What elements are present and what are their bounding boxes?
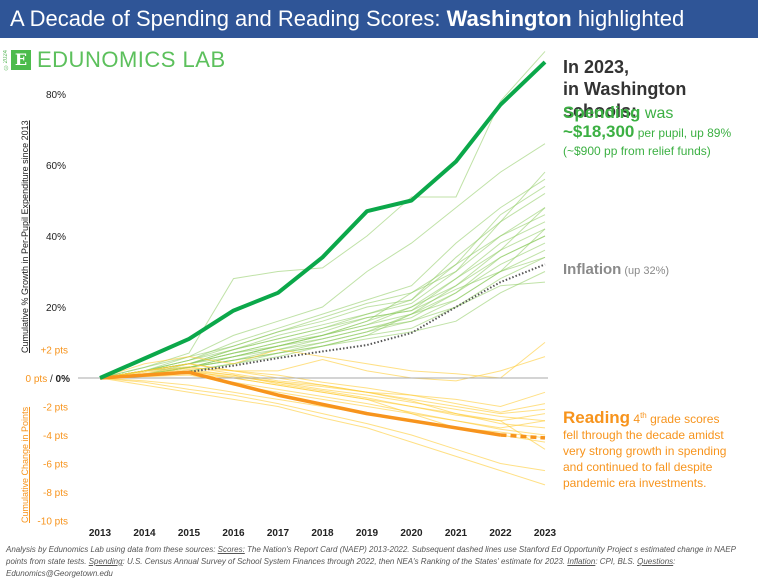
y-tick-reading: -10 pts	[37, 517, 68, 528]
other-state-reading-line	[99, 371, 546, 429]
reading-line1: grade scores	[646, 412, 720, 426]
y-tick-reading: -2 pts	[43, 403, 68, 414]
x-tick-label: 2020	[400, 528, 423, 539]
y-tick-reading: -4 pts	[43, 431, 68, 442]
y-tick-zero: 0 pts / 0%	[26, 374, 71, 385]
y-tick-reading: -6 pts	[43, 460, 68, 471]
reading-line2: fell through the decade amidst	[563, 428, 724, 442]
reading-line3: very strong growth in spending	[563, 444, 727, 458]
y-axis-label-spending: Cumulative % Growth in Per-Pupil Expendi…	[20, 120, 30, 353]
x-tick-label: 2014	[133, 528, 156, 539]
title-state: Washington	[446, 6, 572, 31]
spending-label: Spending	[563, 103, 641, 122]
headline-line2: in Washington schools:	[563, 79, 687, 121]
washington-reading-projected-line	[500, 433, 546, 440]
y-tick-spending: 40%	[46, 232, 66, 243]
other-state-reading-line	[99, 367, 546, 413]
x-tick-label: 2022	[489, 528, 512, 539]
footer-text: : Edunomics@Georgetown.edu	[6, 557, 676, 578]
reading-grade: 4	[630, 412, 641, 426]
annotation-reading: Reading 4th grade scores fell through th…	[563, 408, 758, 491]
title-suffix: highlighted	[571, 6, 685, 31]
other-state-reading-line	[99, 368, 546, 450]
spending-relief: (~$900 pp from relief funds)	[563, 144, 711, 158]
spending-was: was	[640, 105, 674, 122]
inflation-label: Inflation	[563, 261, 622, 278]
reading-label: Reading	[563, 408, 631, 427]
footer-text: Analysis by Edunomics Lab using data fro…	[6, 545, 218, 554]
other-state-spending-line	[99, 143, 546, 379]
footer-text: : CPI, BLS.	[595, 557, 638, 566]
other-state-spending-line	[99, 256, 546, 379]
footer-text: : U.S. Census Annual Survey of School Sy…	[122, 557, 568, 566]
title-prefix: A Decade of Spending and Reading Scores:	[10, 6, 447, 31]
inflation-detail: (up 32%)	[621, 265, 670, 277]
y-tick-spending: 20%	[46, 303, 66, 314]
x-tick-label: 2017	[267, 528, 290, 539]
other-state-spending-line	[99, 51, 546, 379]
headline-line1: In 2023,	[563, 57, 630, 77]
x-tick-label: 2016	[222, 528, 245, 539]
source-footnote: Analysis by Edunomics Lab using data fro…	[6, 544, 754, 580]
other-state-spending-line	[99, 192, 546, 379]
footer-scores-label: Scores:	[217, 545, 245, 554]
footer-inflation-label: Inflation	[567, 557, 596, 566]
other-state-spending-line	[99, 228, 546, 379]
x-tick-label: 2021	[445, 528, 468, 539]
y-tick-spending: 80%	[46, 90, 66, 101]
footer-text: The Nation's Report Card (NAEP) 2013-202…	[6, 545, 736, 566]
annotation-inflation: Inflation (up 32%)	[563, 261, 669, 278]
reading-sup: th	[640, 411, 647, 420]
other-state-reading-line	[99, 366, 546, 415]
y-tick-spending: 60%	[46, 161, 66, 172]
edunomics-logo: ©2024 E EDUNOMICS LAB	[3, 47, 226, 72]
x-tick-label: 2015	[178, 528, 201, 539]
reading-line4: and continued to fall despite	[563, 460, 713, 474]
logo-name: EDUNOMICS LAB	[37, 47, 226, 72]
spending-amount: ~$18,300	[563, 122, 635, 141]
title-bar: A Decade of Spending and Reading Scores:…	[0, 0, 758, 38]
logo-e-icon: E	[11, 50, 31, 70]
reading-line5: pandemic era investments.	[563, 476, 707, 490]
other-state-spending-line	[99, 228, 546, 379]
spending-detail: per pupil, up 89%	[634, 126, 732, 140]
footer-spending-label: Spending	[88, 557, 123, 566]
other-state-reading-line	[99, 342, 546, 379]
annotation-spending: Spending was ~$18,300 per pupil, up 89% …	[563, 104, 731, 160]
washington-spending-line	[99, 60, 547, 380]
y-tick-reading: +2 pts	[40, 346, 68, 357]
y-axis-label-reading: Cumulative Change in Points	[20, 406, 30, 523]
x-tick-label: 2023	[534, 528, 557, 539]
other-state-reading-line	[99, 377, 546, 472]
other-state-spending-line	[99, 242, 546, 379]
y-tick-reading: -8 pts	[43, 488, 68, 499]
washington-reading-line	[99, 370, 501, 437]
x-tick-label: 2018	[311, 528, 334, 539]
x-tick-label: 2013	[89, 528, 112, 539]
annotation-headline: In 2023, in Washington schools:	[563, 56, 758, 122]
other-state-reading-line	[99, 374, 546, 436]
footer-questions-label: Questions	[637, 557, 674, 566]
other-state-reading-line	[99, 377, 546, 486]
x-tick-label: 2019	[356, 528, 379, 539]
other-state-spending-line	[99, 221, 546, 379]
